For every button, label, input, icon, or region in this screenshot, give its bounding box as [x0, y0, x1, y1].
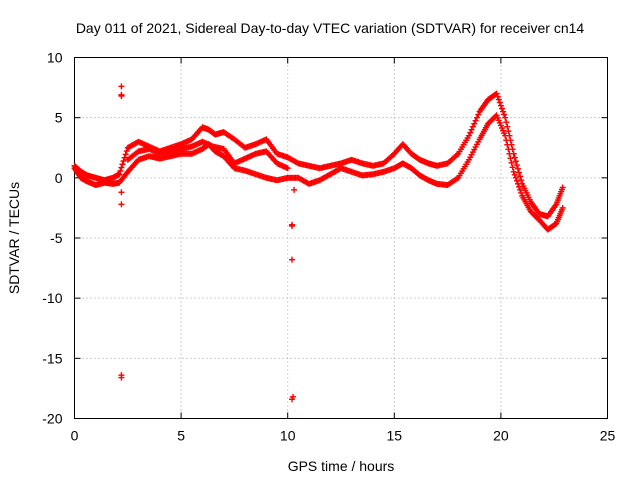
y-tick-label: -20	[42, 411, 62, 427]
data-point	[517, 173, 524, 180]
data-point	[495, 96, 502, 103]
data-point	[288, 256, 295, 263]
data-point	[116, 171, 123, 178]
data-point	[465, 132, 472, 139]
data-point	[505, 146, 512, 153]
data-point	[508, 159, 515, 166]
data-point	[496, 99, 503, 106]
data-point	[514, 180, 521, 187]
data-point	[518, 177, 525, 184]
chart-title: Day 011 of 2021, Sidereal Day-to-day VTE…	[76, 20, 585, 36]
data-point	[505, 128, 512, 135]
data-point	[506, 150, 513, 157]
data-point	[498, 105, 505, 112]
data-point	[118, 93, 125, 100]
grid	[74, 57, 608, 419]
data-point	[503, 119, 510, 126]
data-point	[472, 117, 479, 124]
data-point	[471, 120, 478, 127]
data-point	[507, 155, 514, 162]
data-point	[517, 186, 524, 193]
data-point	[511, 154, 518, 161]
data-point	[284, 165, 291, 172]
data-point	[117, 167, 124, 174]
data-point	[502, 132, 509, 139]
data-point	[502, 114, 509, 121]
x-tick-label: 25	[600, 428, 616, 444]
data-point	[513, 162, 520, 169]
data-point	[503, 137, 510, 144]
data-point	[497, 102, 504, 109]
data-point	[509, 164, 516, 171]
data-point	[119, 161, 126, 168]
y-tick-label: 5	[55, 110, 63, 126]
y-tick-label: 0	[55, 170, 63, 186]
data-point	[511, 171, 518, 178]
x-tick-label: 20	[493, 428, 509, 444]
data-point	[121, 154, 128, 161]
data-point	[494, 93, 501, 100]
data-point	[512, 158, 519, 165]
data-point	[514, 165, 521, 172]
data-point	[559, 204, 566, 211]
data-point	[475, 111, 482, 118]
data-point	[493, 90, 500, 97]
data-point	[118, 374, 125, 381]
x-axis-label: GPS time / hours	[288, 458, 395, 474]
x-tick-label: 5	[177, 428, 185, 444]
y-tick-label: -5	[50, 230, 63, 246]
data-point	[468, 126, 475, 133]
data-point	[516, 169, 523, 176]
data-point	[118, 201, 125, 208]
data-point	[500, 108, 507, 115]
data-point	[501, 111, 508, 118]
plot-frame	[74, 57, 608, 419]
x-tick-label: 10	[280, 428, 296, 444]
data-point	[513, 177, 520, 184]
data-point	[518, 189, 525, 196]
data-point	[473, 114, 480, 121]
data-point	[510, 168, 517, 175]
data-point	[504, 123, 511, 130]
axis-ticks: 0 5 10 15 20 25 -20 -15 -10 -5 0 5 10	[42, 50, 615, 444]
data-point	[559, 184, 566, 191]
y-tick-label: -15	[42, 350, 62, 366]
data-point	[123, 148, 130, 155]
data-point	[118, 164, 125, 171]
y-tick-label: -10	[42, 290, 62, 306]
data-point	[504, 141, 511, 148]
data-point	[288, 396, 295, 403]
data-point	[118, 189, 125, 196]
data-point	[516, 183, 523, 190]
data-point	[512, 174, 519, 181]
y-axis-label: SDTVAR / TECUs	[6, 182, 22, 294]
data-point	[120, 157, 127, 164]
x-tick-label: 0	[71, 428, 79, 444]
data-point	[118, 83, 125, 90]
x-tick-label: 15	[387, 428, 403, 444]
data-point	[122, 151, 129, 158]
data-point	[291, 186, 298, 193]
data-points	[71, 83, 566, 403]
data-point	[288, 222, 295, 229]
data-point	[467, 129, 474, 136]
data-point	[469, 123, 476, 130]
y-tick-label: 10	[47, 50, 63, 66]
